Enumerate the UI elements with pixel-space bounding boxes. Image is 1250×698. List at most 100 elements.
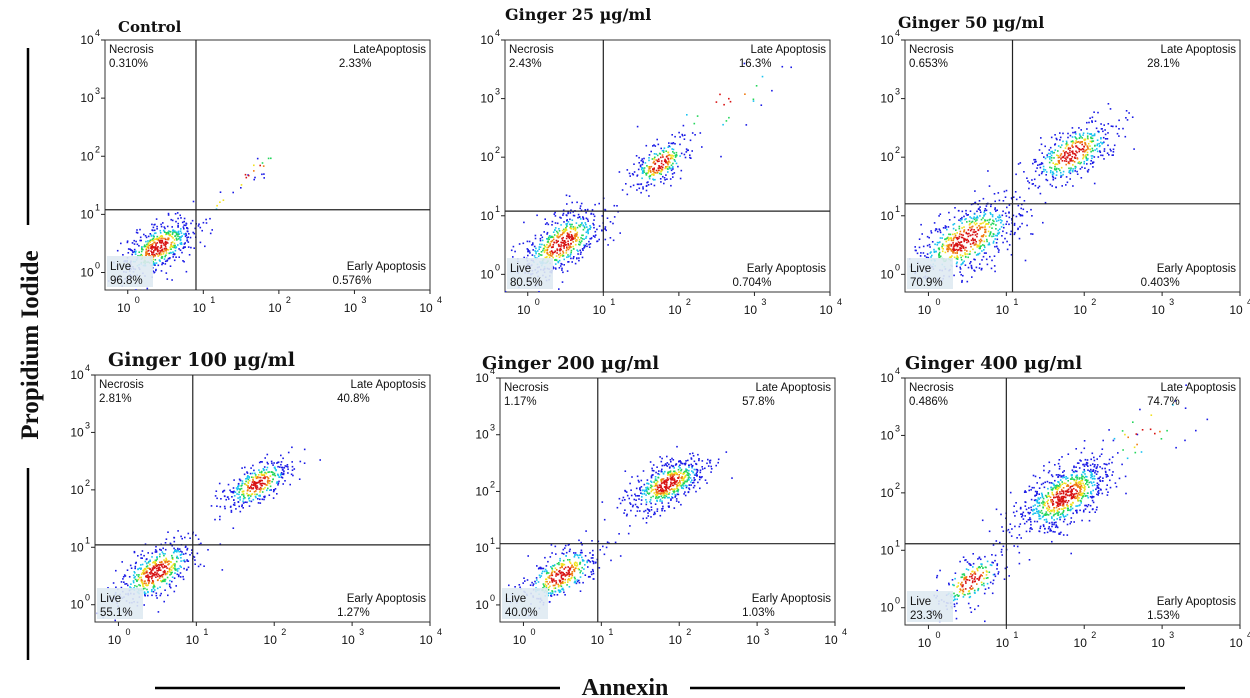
event-point: [1090, 136, 1092, 139]
event-point: [554, 584, 556, 587]
event-point: [1022, 511, 1025, 514]
event-point: [1087, 157, 1089, 160]
event-point: [1058, 496, 1061, 499]
event-point: [960, 245, 963, 247]
event-point: [567, 559, 569, 561]
event-point: [578, 243, 580, 246]
event-point: [551, 571, 553, 574]
event-point: [981, 563, 983, 565]
event-point: [1045, 518, 1048, 521]
event-point: [582, 581, 584, 584]
event-point: [569, 567, 571, 570]
event-point: [1069, 149, 1071, 152]
event-point: [655, 159, 657, 161]
event-point: [495, 259, 497, 261]
event-point: [262, 477, 265, 479]
event-point: [272, 490, 275, 493]
event-point: [257, 474, 260, 476]
event-point: [958, 248, 960, 251]
event-point: [1066, 534, 1069, 536]
event-point: [995, 220, 998, 222]
event-point: [564, 547, 566, 549]
event-point: [568, 235, 570, 237]
event-point: [996, 234, 998, 237]
event-point: [1001, 220, 1003, 222]
event-point: [532, 243, 534, 246]
event-point: [592, 562, 595, 565]
event-point: [1070, 140, 1073, 143]
event-point: [275, 469, 277, 472]
event-point: [157, 611, 160, 613]
event-point: [246, 489, 249, 492]
event-point: [578, 579, 580, 582]
event-point: [660, 479, 662, 481]
event-point: [662, 478, 665, 480]
event-point: [169, 542, 172, 545]
event-point: [1046, 480, 1049, 483]
event-point: [155, 567, 158, 570]
event-point: [639, 488, 641, 490]
event-point: [981, 235, 983, 237]
event-point: [578, 259, 580, 262]
event-point: [149, 568, 151, 570]
event-point: [268, 482, 271, 485]
event-point: [1096, 493, 1098, 496]
x-tick-exponent: 1: [210, 295, 215, 305]
event-point: [559, 559, 561, 562]
event-point: [944, 227, 947, 229]
event-point: [671, 134, 673, 136]
event-point: [531, 254, 534, 256]
event-point: [605, 546, 608, 549]
event-point: [1093, 182, 1096, 185]
event-point: [956, 232, 958, 234]
event-point: [978, 576, 981, 579]
event-point: [670, 164, 673, 167]
event-point: [179, 230, 182, 232]
event-point: [141, 248, 143, 251]
event-point: [232, 487, 235, 489]
event-point: [550, 595, 553, 597]
event-point: [183, 260, 185, 263]
event-point: [648, 492, 651, 494]
event-point: [133, 550, 136, 553]
event-point: [1057, 145, 1060, 147]
event-point: [572, 226, 575, 228]
event-point: [962, 588, 965, 591]
event-point: [1072, 131, 1074, 134]
event-point: [192, 200, 195, 203]
event-point: [567, 261, 569, 263]
event-point: [678, 471, 680, 473]
event-point: [601, 229, 603, 232]
event-point: [169, 579, 171, 582]
y-tick-label: 10: [70, 425, 84, 439]
event-point: [145, 249, 148, 251]
x-tick-label: 10: [186, 633, 200, 647]
event-point: [146, 243, 148, 246]
event-point: [1057, 501, 1059, 504]
event-point: [978, 200, 981, 202]
event-point: [548, 575, 551, 577]
event-point: [165, 559, 168, 561]
event-point: [1031, 179, 1033, 181]
event-point: [255, 482, 258, 484]
event-point: [141, 581, 143, 583]
event-point: [155, 269, 157, 272]
event-point: [686, 149, 689, 152]
event-point: [172, 245, 174, 248]
event-point: [979, 206, 981, 208]
event-point: [594, 234, 597, 236]
event-point: [572, 566, 574, 568]
event-point: [956, 258, 959, 260]
event-point: [645, 172, 647, 175]
event-point: [142, 587, 144, 590]
event-point: [1006, 206, 1008, 209]
event-point: [1060, 158, 1062, 160]
event-point: [186, 559, 188, 561]
event-point: [175, 232, 178, 235]
y-tick-exponent: 2: [490, 479, 495, 489]
event-point: [175, 233, 178, 236]
event-point: [167, 257, 170, 260]
event-point: [156, 228, 158, 230]
event-point: [938, 253, 940, 255]
